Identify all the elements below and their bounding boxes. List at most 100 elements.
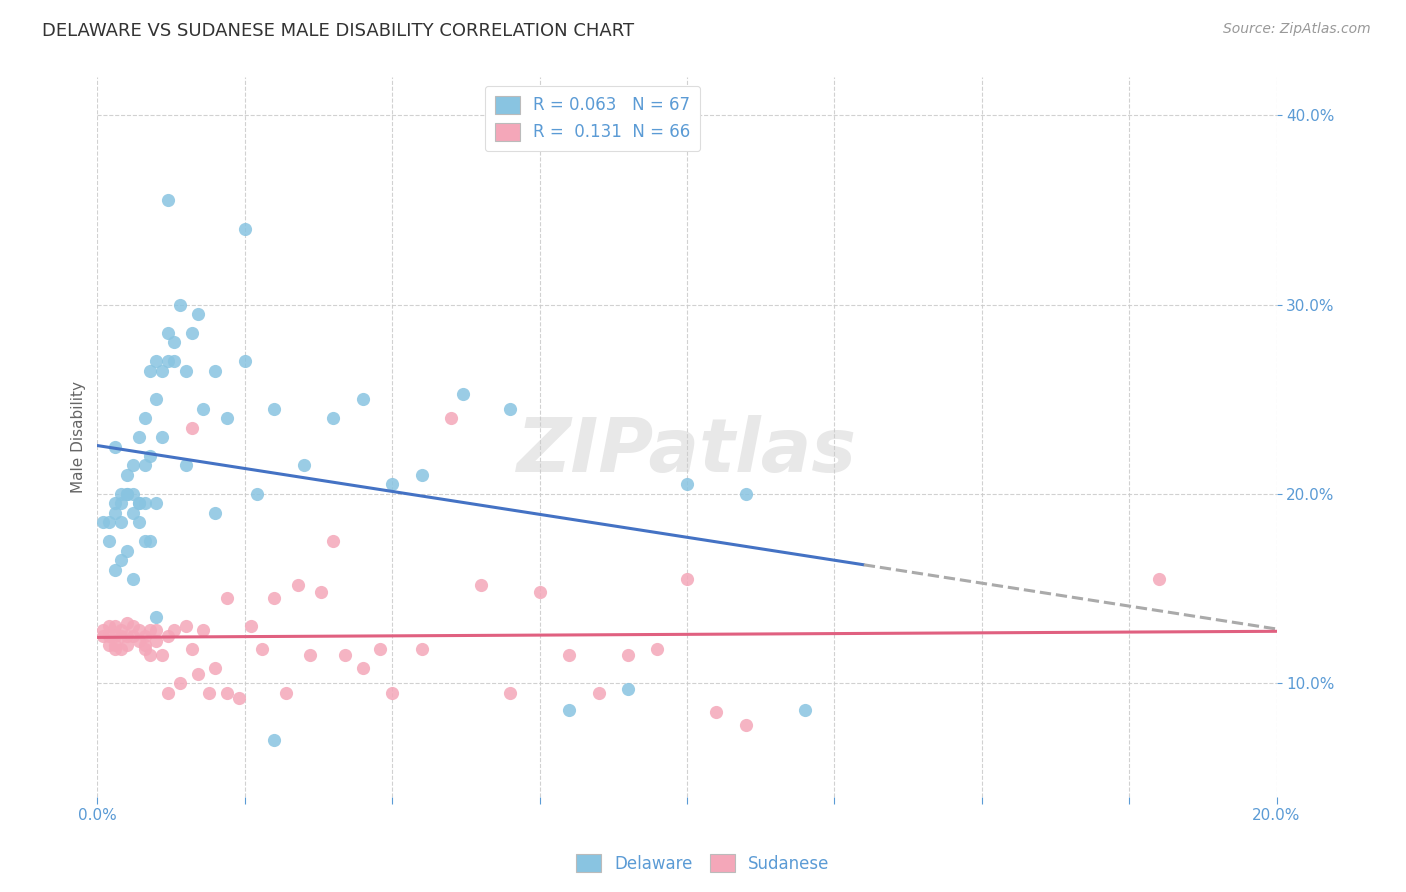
Point <box>333 648 356 662</box>
Point <box>150 648 173 662</box>
Point <box>298 648 321 662</box>
Point <box>174 619 197 633</box>
Point <box>187 307 209 321</box>
Point <box>121 506 143 520</box>
Point <box>150 430 173 444</box>
Point <box>558 703 581 717</box>
Point <box>134 629 156 643</box>
Point <box>193 623 215 637</box>
Point <box>169 297 191 311</box>
Point <box>104 440 127 454</box>
Point <box>134 496 156 510</box>
Point <box>499 401 522 416</box>
Point <box>588 685 610 699</box>
Point <box>134 534 156 549</box>
Point <box>558 648 581 662</box>
Point <box>110 553 132 567</box>
Point <box>263 732 285 747</box>
Point <box>233 354 256 368</box>
Point <box>617 648 640 662</box>
Point <box>245 487 267 501</box>
Point <box>287 577 309 591</box>
Point <box>98 619 121 633</box>
Point <box>193 401 215 416</box>
Point <box>322 411 344 425</box>
Point <box>134 411 156 425</box>
Point <box>115 615 138 630</box>
Point <box>121 629 143 643</box>
Point <box>1147 572 1170 586</box>
Point <box>139 534 162 549</box>
Point <box>676 572 699 586</box>
Point <box>121 619 143 633</box>
Point <box>110 623 132 637</box>
Point <box>104 563 127 577</box>
Point <box>110 642 132 657</box>
Point <box>180 326 202 340</box>
Point <box>115 487 138 501</box>
Point <box>134 458 156 473</box>
Point <box>157 354 180 368</box>
Point <box>121 458 143 473</box>
Point <box>381 477 404 491</box>
Point <box>263 591 285 605</box>
Point <box>121 487 143 501</box>
Point <box>252 642 274 657</box>
Point <box>115 487 138 501</box>
Point <box>128 623 150 637</box>
Point <box>139 623 162 637</box>
Point <box>128 430 150 444</box>
Point <box>676 477 699 491</box>
Point <box>91 515 114 529</box>
Point <box>115 638 138 652</box>
Text: ZIPatlas: ZIPatlas <box>517 415 856 488</box>
Legend: R = 0.063   N = 67, R =  0.131  N = 66: R = 0.063 N = 67, R = 0.131 N = 66 <box>485 86 700 152</box>
Legend: Delaware, Sudanese: Delaware, Sudanese <box>569 847 837 880</box>
Point <box>263 401 285 416</box>
Point <box>128 515 150 529</box>
Point <box>228 691 250 706</box>
Point <box>381 685 404 699</box>
Point <box>128 634 150 648</box>
Point <box>370 642 392 657</box>
Point <box>157 194 180 208</box>
Point <box>169 676 191 690</box>
Point <box>311 585 333 599</box>
Point <box>139 449 162 463</box>
Point <box>451 386 474 401</box>
Point <box>145 496 167 510</box>
Point <box>98 515 121 529</box>
Point <box>115 467 138 482</box>
Point <box>187 666 209 681</box>
Point <box>233 222 256 236</box>
Point <box>145 623 167 637</box>
Point <box>735 487 758 501</box>
Point <box>352 392 374 407</box>
Point <box>128 496 150 510</box>
Point <box>150 364 173 378</box>
Point <box>98 638 121 652</box>
Point <box>121 572 143 586</box>
Point <box>215 685 238 699</box>
Point <box>706 705 728 719</box>
Point <box>157 629 180 643</box>
Point <box>647 642 669 657</box>
Point <box>145 392 167 407</box>
Point <box>440 411 463 425</box>
Point <box>104 629 127 643</box>
Point <box>470 577 492 591</box>
Point <box>204 661 226 675</box>
Point <box>322 534 344 549</box>
Point <box>163 623 186 637</box>
Point <box>174 364 197 378</box>
Point <box>145 610 167 624</box>
Point <box>157 326 180 340</box>
Point <box>352 661 374 675</box>
Point <box>174 458 197 473</box>
Point <box>104 506 127 520</box>
Point <box>793 703 815 717</box>
Point <box>145 354 167 368</box>
Point <box>104 619 127 633</box>
Point <box>163 335 186 350</box>
Point <box>411 642 433 657</box>
